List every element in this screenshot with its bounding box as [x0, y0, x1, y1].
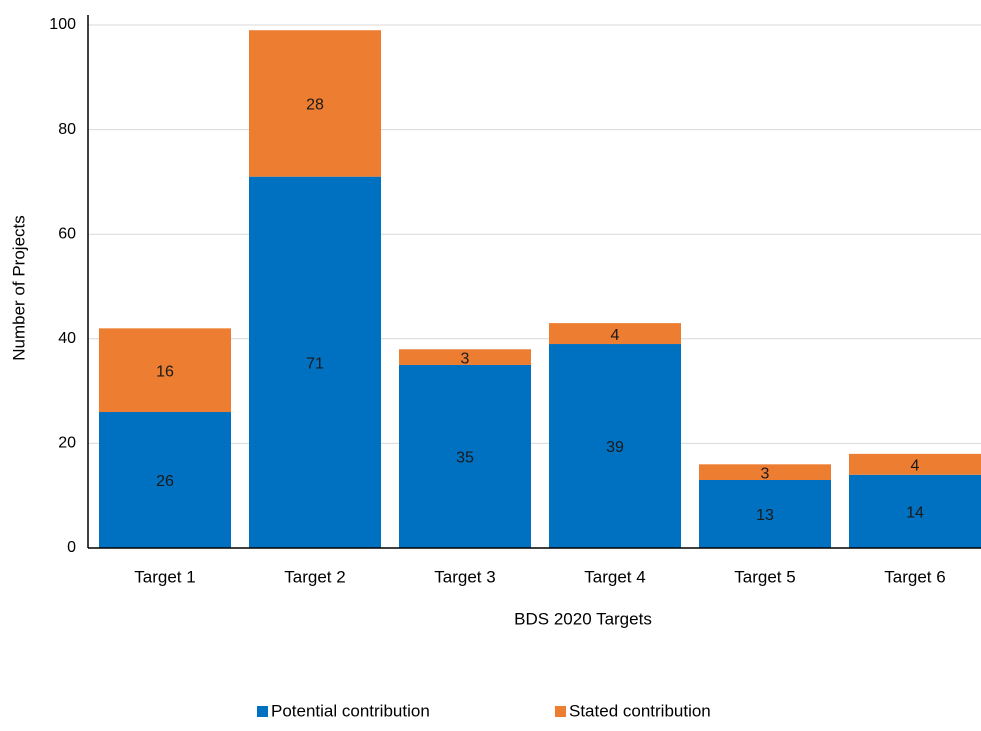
data-label: 71 — [306, 356, 324, 373]
data-label: 3 — [461, 350, 470, 367]
y-tick-label: 60 — [58, 225, 76, 242]
y-tick-label: 0 — [67, 539, 76, 556]
data-label: 39 — [606, 439, 624, 456]
x-tick-label: Target 2 — [284, 567, 345, 586]
legend-swatch — [257, 706, 268, 717]
x-tick-label: Target 1 — [134, 567, 195, 586]
y-tick-label: 40 — [58, 330, 76, 347]
x-axis-label: BDS 2020 Targets — [514, 609, 652, 628]
y-tick-label: 100 — [49, 16, 76, 33]
bar-segment — [699, 464, 831, 481]
data-label: 16 — [156, 363, 174, 380]
x-tick-label: Target 6 — [884, 567, 945, 586]
data-label: 4 — [611, 327, 620, 344]
legend-label: Stated contribution — [569, 701, 711, 720]
x-tick-label: Target 3 — [434, 567, 495, 586]
legend-swatch — [555, 706, 566, 717]
data-label: 28 — [306, 97, 324, 114]
y-tick-label: 80 — [58, 121, 76, 138]
y-axis-label: Number of Projects — [9, 215, 28, 361]
bar-segment — [699, 480, 831, 548]
bar-segment — [99, 412, 231, 548]
data-label: 26 — [156, 473, 174, 490]
data-label: 13 — [756, 507, 774, 524]
bar-segment — [849, 474, 981, 548]
x-tick-label: Target 4 — [584, 567, 645, 586]
data-label: 35 — [456, 450, 474, 467]
bar-segment — [549, 323, 681, 345]
bar-segment — [399, 364, 531, 548]
data-label: 14 — [906, 505, 924, 522]
data-label: 4 — [911, 458, 920, 475]
legend-label: Potential contribution — [271, 701, 430, 720]
bar-segment — [249, 176, 381, 549]
data-label: 3 — [761, 465, 770, 482]
bar-segment — [99, 328, 231, 413]
bar-segment — [399, 349, 531, 365]
y-tick-label: 20 — [58, 435, 76, 452]
bar-segment — [549, 344, 681, 548]
x-tick-label: Target 5 — [734, 567, 795, 586]
bar-segment — [849, 453, 981, 475]
bar-segment — [249, 30, 381, 177]
